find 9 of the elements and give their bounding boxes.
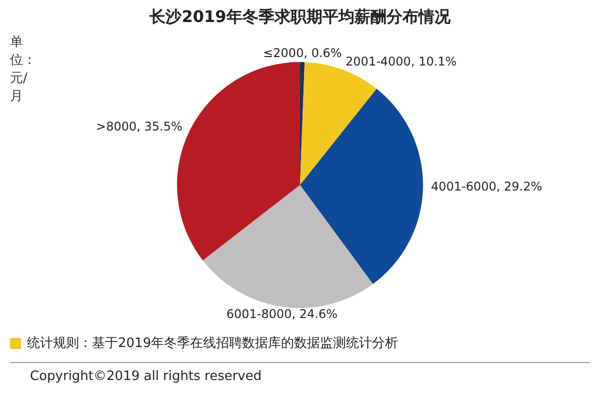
slice-label: >8000, 35.5%: [96, 119, 182, 134]
text: 统计规则：基于2019年冬季在线招聘数据库的数据监测统计分析: [27, 335, 398, 352]
chart-title: 长沙2019年冬季求职期平均薪酬分布情况: [148, 6, 452, 28]
slice-label: 6001-8000, 24.6%: [226, 306, 338, 321]
slice-label: 2001-4000, 10.1%: [346, 54, 457, 68]
text: 单位：元/月: [10, 34, 37, 106]
text: Copyright©2019 all rights reserved: [10, 362, 590, 384]
slice-label: ≤2000, 0.6%: [263, 46, 342, 60]
slice-label: 4001-6000, 29.2%: [430, 180, 542, 194]
